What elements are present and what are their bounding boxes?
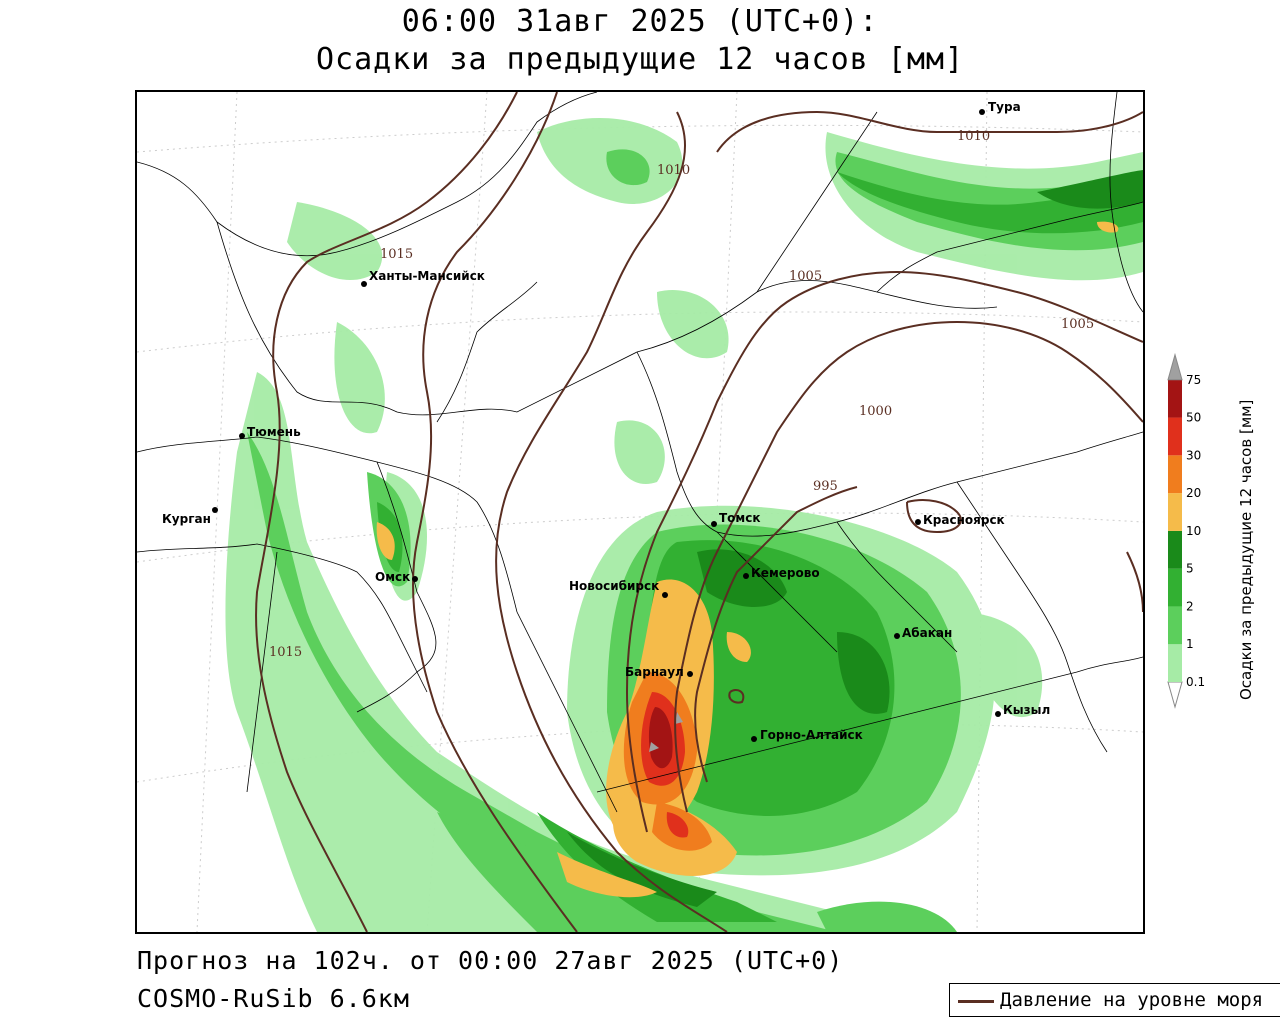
city-label: Курган [162, 512, 211, 526]
city-marker [361, 281, 367, 287]
admin-borders [137, 92, 1143, 813]
city-marker [979, 109, 985, 115]
colorbar-min-arrow [1167, 681, 1183, 709]
city-marker [915, 519, 921, 525]
city-label: Кемерово [751, 566, 820, 580]
city-label: Тура [988, 100, 1021, 114]
colorbar-swatch [1168, 530, 1182, 569]
colorbar-tick-label: 20 [1186, 486, 1201, 500]
colorbar-title: Осадки за предыдущие 12 часов [мм] [1237, 399, 1255, 700]
city-marker [995, 711, 1001, 717]
colorbar-tick-label: 75 [1186, 373, 1201, 387]
colorbar-swatch [1168, 568, 1182, 607]
isobar-label-995: 995 [813, 479, 838, 494]
isobar-labels: 1010 1010 1015 1005 1005 1000 995 1015 [269, 129, 1094, 660]
colorbar-tick-label: 50 [1186, 411, 1201, 425]
colorbar-swatch [1168, 417, 1182, 456]
isobar-label-1005-east: 1005 [1061, 317, 1094, 332]
city-marker [711, 521, 717, 527]
colorbar-tick-label: 0.1 [1186, 675, 1205, 689]
colorbar-tick-label: 5 [1186, 562, 1194, 576]
cities: Тура Ханты-Мансийск Тюмень Курган Омск Т… [162, 100, 1050, 742]
pressure-legend-line [958, 1000, 994, 1003]
city-marker [662, 592, 668, 598]
colorbar-swatch [1168, 493, 1182, 531]
colorbar-tick-label: 1 [1186, 637, 1194, 651]
precip-over75 [649, 712, 683, 752]
precip-max [648, 707, 673, 769]
isobar-label-1000: 1000 [859, 404, 892, 419]
city-marker [687, 671, 693, 677]
map-title: 06:00 31авг 2025 (UTC+0): [401, 4, 879, 39]
precip-very-heavy [567, 170, 1143, 907]
isobar-label-1015-south: 1015 [269, 645, 302, 660]
colorbar-swatch [1168, 606, 1182, 645]
city-label: Тюмень [247, 425, 301, 439]
pressure-legend: Давление на уровне моря [949, 983, 1280, 1017]
city-marker [894, 633, 900, 639]
city-label: Омск [375, 570, 410, 584]
city-marker [212, 507, 218, 513]
city-label: Новосибирск [569, 579, 659, 593]
colorbar-max-arrow [1167, 352, 1183, 381]
city-label: Барнаул [625, 665, 684, 679]
pressure-legend-label: Давление на уровне моря [1000, 989, 1264, 1011]
precip-colorbar: 0.1 1 2 5 10 20 30 50 75 [1167, 352, 1205, 709]
map-canvas: 1010 1010 1015 1005 1005 1000 995 1015 Т… [137, 92, 1143, 932]
colorbar-tick-label: 10 [1186, 524, 1201, 538]
forecast-info: Прогноз на 102ч. от 00:00 27авг 2025 (UT… [137, 946, 844, 975]
isobar-label-1015-north: 1015 [380, 247, 413, 262]
city-label: Красноярск [923, 513, 1005, 527]
model-name: COSMO-RuSib 6.6км [137, 984, 410, 1013]
isobar-label-1010-north: 1010 [957, 129, 990, 144]
colorbar-swatch [1168, 644, 1182, 682]
city-marker [743, 573, 749, 579]
precipitation-map: 1010 1010 1015 1005 1005 1000 995 1015 Т… [135, 90, 1145, 934]
colorbar-swatch [1168, 455, 1182, 494]
city-marker [751, 736, 757, 742]
isobar-label-1005: 1005 [789, 269, 822, 284]
city-marker [412, 576, 418, 582]
city-label: Томск [719, 511, 761, 525]
city-label: Кызыл [1003, 703, 1050, 717]
colorbar-swatch [1168, 379, 1182, 418]
isobars [255, 92, 1143, 932]
city-label: Абакан [902, 626, 952, 640]
map-subtitle: Осадки за предыдущие 12 часов [мм] [315, 42, 965, 77]
colorbar-tick-label: 30 [1186, 448, 1201, 462]
city-label: Горно-Алтайск [760, 728, 863, 742]
city-marker [239, 433, 245, 439]
colorbar-tick-label: 2 [1186, 599, 1194, 613]
isobar-label-1010: 1010 [657, 163, 690, 178]
city-label: Ханты-Мансийск [369, 269, 485, 283]
